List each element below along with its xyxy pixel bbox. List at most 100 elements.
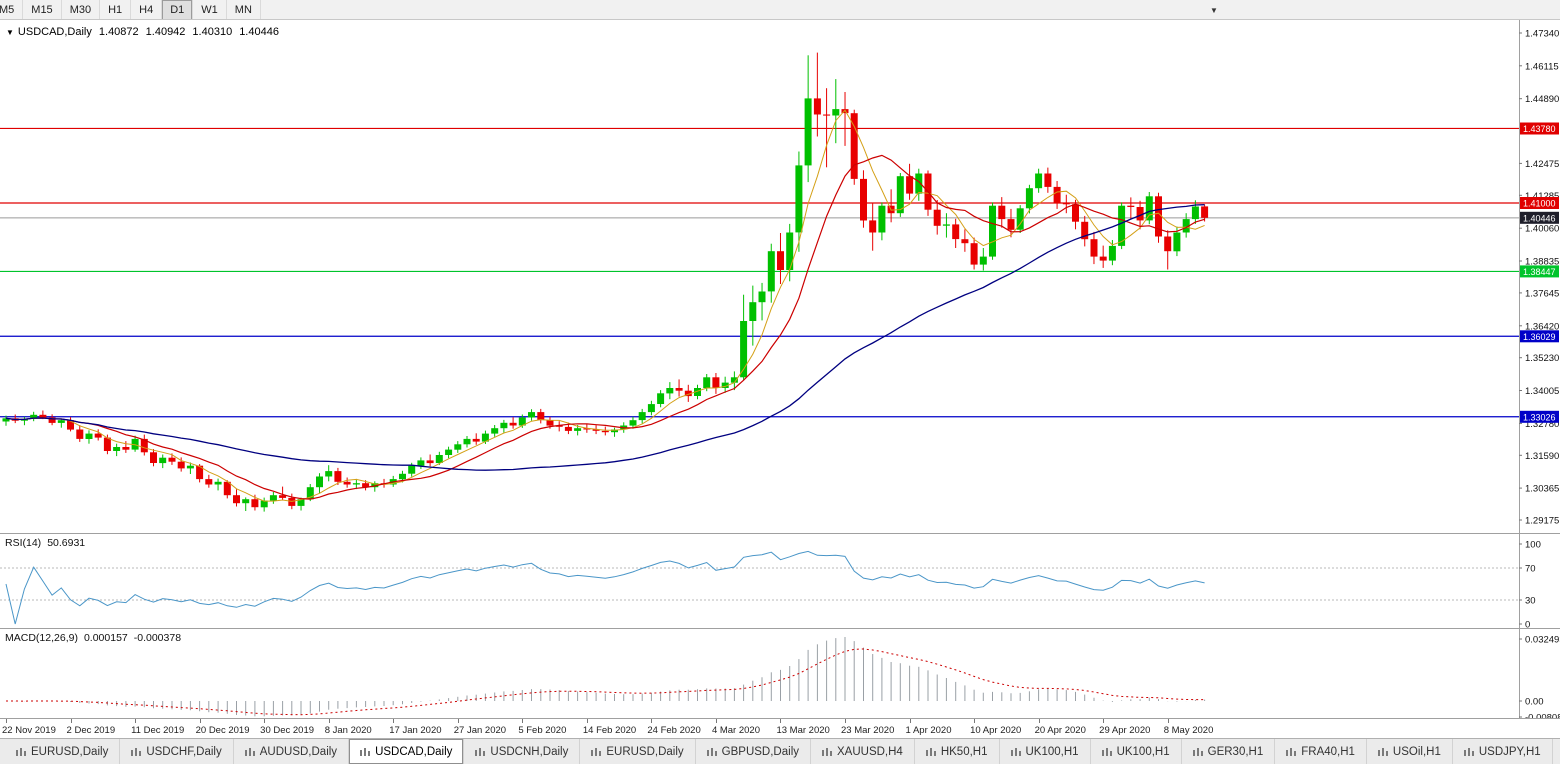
chart-tab-ger30-h1[interactable]: GER30,H1: [1182, 739, 1276, 764]
timeframe-button-d1[interactable]: D1: [162, 0, 194, 19]
date-axis-label: 4 Mar 2020: [711, 725, 760, 736]
current-price-badge-text: 1.40446: [1523, 213, 1556, 223]
time-axis-tick: [974, 719, 976, 723]
chart-tab-label: USDCNH,Daily: [490, 745, 569, 758]
time-axis-tick: [1038, 719, 1040, 723]
date-axis-label: 5 Feb 2020: [518, 725, 567, 736]
chart-tab-icon: [925, 747, 936, 756]
date-axis-label: 13 Mar 2020: [776, 725, 830, 736]
price-scale-tick-label: 1.29175: [1525, 516, 1559, 527]
macd-signal-line: [6, 648, 1205, 716]
price-scale-tick-label: 1.35230: [1525, 353, 1559, 364]
chart-tab-label: EURUSD,Daily: [31, 745, 109, 758]
rsi-value: 50.6931: [47, 537, 86, 549]
date-axis-label: 1 Apr 2020: [905, 725, 952, 736]
price-scale-tick-label: 1.37645: [1525, 288, 1559, 299]
date-axis-label: 30 Dec 2019: [260, 725, 315, 736]
chart-tab-uk100-h1[interactable]: UK100,H1: [1000, 739, 1091, 764]
rsi-scale-label: 70: [1525, 564, 1536, 575]
chart-tab-usdcad-daily[interactable]: USDCAD,Daily: [349, 739, 465, 764]
date-axis-label: 27 Jan 2020: [453, 725, 507, 736]
rsi-indicator-panel[interactable]: RSI(14) 50.6931 100 70 30 0: [0, 533, 1560, 628]
macd-histogram: [14, 637, 1206, 717]
chart-tab-icon: [131, 747, 142, 756]
chart-tab-label: USDCHF,Daily: [146, 745, 222, 758]
rsi-label: RSI(14): [5, 537, 42, 549]
chart-tab-label: XAUUSD,H4: [837, 745, 903, 758]
macd-scale-label: -0.00808: [1525, 713, 1560, 719]
timeframe-button-mn[interactable]: MN: [227, 0, 261, 19]
rsi-line: [5, 550, 1205, 625]
chart-symbol-label: USDCAD,Daily: [17, 26, 92, 38]
macd-indicator-panel[interactable]: MACD(12,26,9) 0.000157 -0.000378 0.03249…: [0, 628, 1560, 718]
chart-tab-usdjpy-h1[interactable]: USDJPY,H1: [1453, 739, 1553, 764]
main-chart-panel[interactable]: ▼ USDCAD,Daily 1.40872 1.40942 1.40310 1…: [0, 20, 1560, 533]
level-price-badge: [1520, 330, 1559, 343]
level-price-badge-text: 1.33026: [1523, 412, 1556, 422]
moving-average-line-45: [5, 204, 1205, 471]
chart-tab-gbpusd-daily[interactable]: GBPUSD,Daily: [696, 739, 811, 764]
timeframe-button-m30[interactable]: M30: [62, 0, 101, 19]
moving-average-line-10: [5, 154, 1205, 500]
ohlc-low-value: 1.40310: [192, 26, 233, 38]
ohlc-close-value: 1.40446: [239, 26, 279, 38]
time-axis-tick: [70, 719, 72, 723]
chart-tab-eurusd-daily[interactable]: EURUSD,Daily: [5, 739, 121, 764]
chart-tab-usdchf-daily[interactable]: USDCHF,Daily: [120, 739, 234, 764]
date-axis-label: 8 Jan 2020: [324, 725, 372, 736]
chart-tab-hk50-h1[interactable]: HK50,H1: [915, 739, 1000, 764]
price-scale-tick-label: 1.46115: [1525, 61, 1559, 72]
price-scale-tick-label: 1.32780: [1525, 419, 1559, 430]
candlestick-chart[interactable]: 1.47340 1.46115 1.44890 1.42475 1.41285 1.400…: [0, 20, 1560, 533]
macd-signal-value: -0.000378: [133, 632, 182, 644]
chart-tab-eurusd-daily[interactable]: EURUSD,Daily: [580, 739, 696, 764]
price-scale-tick-label: 1.47340: [1525, 29, 1559, 40]
time-axis-tick: [1103, 719, 1105, 723]
time-axis-tick: [586, 719, 588, 723]
macd-scale-label: 0.032493: [1525, 635, 1560, 646]
price-scale-tick-label: 1.34005: [1525, 386, 1559, 397]
rsi-scale-label: 30: [1525, 596, 1536, 607]
timeframe-button-w1[interactable]: W1: [193, 0, 227, 19]
macd-header: MACD(12,26,9) 0.000157 -0.000378: [5, 632, 181, 644]
timeframe-toolbar: M5 M15 M30 H1 H4 D1 W1 MN ▼: [0, 0, 1560, 20]
chart-tab-icon: [1192, 747, 1203, 756]
chart-tab-xauusd-h4[interactable]: XAUUSD,H4: [811, 739, 915, 764]
chart-tab-icon: [360, 747, 371, 756]
rsi-header: RSI(14) 50.6931: [5, 537, 85, 549]
time-axis-tick: [715, 719, 717, 723]
chart-tab-icon: [244, 747, 255, 756]
time-axis-tick: [393, 719, 395, 723]
timeframe-button-m5[interactable]: M5: [0, 0, 24, 19]
chart-tab-uk100-h1[interactable]: UK100,H1: [1091, 739, 1182, 764]
ohlc-high-value: 1.40942: [145, 26, 186, 38]
chart-tab-usdcnh-daily[interactable]: USDCNH,Daily: [464, 739, 581, 764]
chart-tab-icon: [1463, 747, 1474, 756]
time-axis-tick: [6, 719, 7, 723]
time-axis[interactable]: 22 Nov 2019 2 Dec 2019 11 Dec 2019 20 Dec 2…: [0, 718, 1560, 738]
chart-tab-icon: [16, 747, 26, 756]
price-scale-tick-label: 1.38835: [1525, 257, 1559, 268]
timeframe-button-h4[interactable]: H4: [131, 0, 163, 19]
rsi-chart: 100 70 30 0: [0, 534, 1541, 628]
symbol-dropdown-icon[interactable]: ▼: [6, 27, 14, 37]
chart-tab-audusd-daily[interactable]: AUDUSD,Daily: [234, 739, 350, 764]
date-axis-label: 11 Dec 2019: [131, 725, 185, 736]
ohlc-open-value: 1.40872: [98, 26, 139, 38]
chart-tab-fra40-h1[interactable]: FRA40,H1: [1275, 739, 1367, 764]
chart-tab-usoil-h1[interactable]: USOil,H1: [1367, 739, 1453, 764]
date-axis-label: 24 Feb 2020: [647, 725, 701, 736]
chart-tab-label: GER30,H1: [1207, 745, 1264, 758]
time-axis-tick: [780, 719, 782, 723]
date-axis-label: 17 Jan 2020: [389, 725, 442, 736]
timeframe-button-h1[interactable]: H1: [100, 0, 132, 19]
price-scale-tick-label: 1.31590: [1525, 451, 1559, 462]
time-axis-tick: [457, 719, 459, 723]
chart-tab-dj30-h1[interactable]: DJ30,H1: [1553, 739, 1560, 764]
timeframe-button-m15[interactable]: M15: [23, 0, 62, 19]
timeframe-buttons: M5 M15 M30 H1 H4 D1 W1 MN: [0, 0, 261, 19]
level-price-badge-text: 1.43780: [1523, 124, 1556, 134]
date-axis-label: 8 May 2020: [1163, 725, 1214, 736]
level-price-badge-text: 1.36029: [1523, 332, 1556, 342]
toolbar-overflow-icon[interactable]: ▼: [1210, 5, 1218, 15]
